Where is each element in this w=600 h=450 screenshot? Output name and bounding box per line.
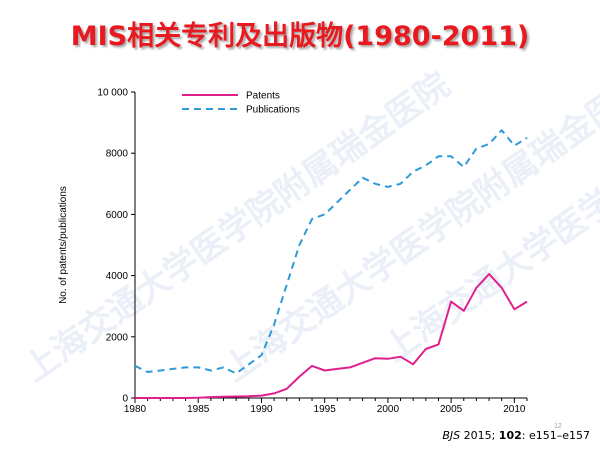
x-tick-label: 1990 <box>250 404 273 415</box>
chart-series <box>134 129 528 399</box>
x-tick-label: 1980 <box>124 404 147 415</box>
x-tick-label: 2000 <box>377 404 400 415</box>
citation-volume: 102 <box>498 429 522 442</box>
legend-label-publications: Publications <box>246 105 300 116</box>
y-tick-label: 6000 <box>106 210 129 221</box>
series-line-patents <box>135 273 528 399</box>
chart-legend: Patents Publications <box>182 91 300 116</box>
legend-label-patents: Patents <box>246 91 280 102</box>
y-tick-label: 4000 <box>106 271 129 282</box>
citation-pages: : e151–e157 <box>521 429 590 442</box>
y-axis-label: No. of patents/publications <box>58 186 69 304</box>
y-tick-label: 0 <box>122 394 128 405</box>
y-tick-label: 2000 <box>106 332 129 343</box>
citation-year: 2015; <box>460 429 499 442</box>
x-tick-label: 2010 <box>503 404 526 415</box>
x-tick-label: 1995 <box>314 404 337 415</box>
page-number: 12 <box>554 423 562 430</box>
series-line-publications <box>134 129 528 375</box>
chart-axes <box>134 92 527 399</box>
slide-title: MIS相关专利及出版物(1980-2011) <box>70 21 530 52</box>
chart-ticks: 0 2000 4000 6000 8000 10 000 1980 1985 1990 1995 2… <box>97 88 528 415</box>
citation: BJS 2015; 102: e151–e157 <box>442 429 590 442</box>
citation-journal: BJS <box>442 429 461 442</box>
x-tick-label: 2005 <box>440 404 463 415</box>
x-tick-label: 1985 <box>187 404 210 415</box>
y-tick-label: 10 000 <box>97 88 128 99</box>
y-tick-label: 8000 <box>106 149 129 160</box>
